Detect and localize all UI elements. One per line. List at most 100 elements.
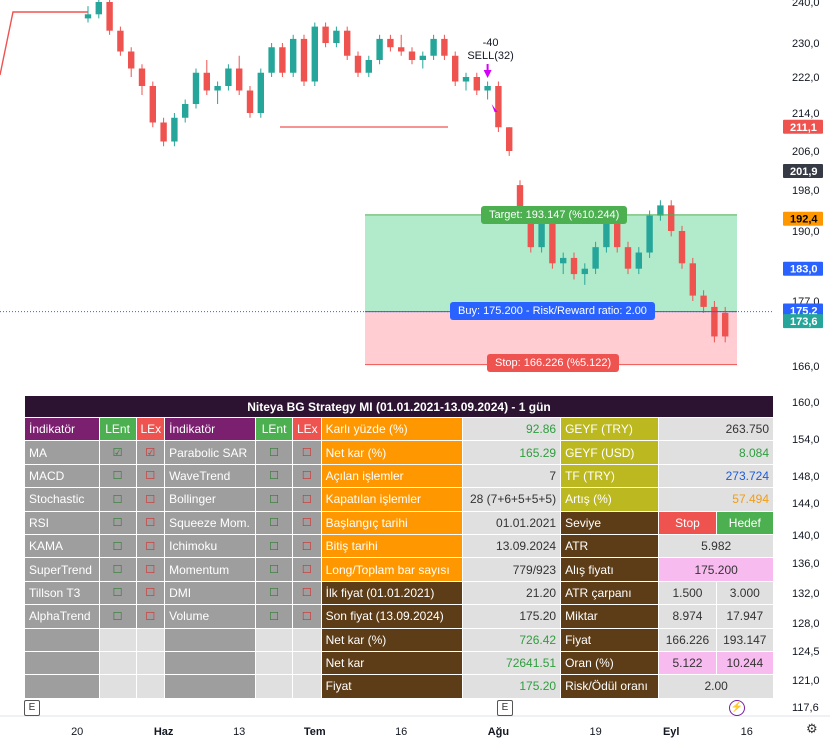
stat-label: Başlangıç tarihi	[321, 511, 462, 534]
stop-label: Stop: 166.226 (%5.122)	[487, 353, 620, 372]
checkbox[interactable]: ☐	[99, 581, 136, 605]
checkbox[interactable]: ☐	[136, 488, 165, 511]
right-risk-value: 2.00	[659, 675, 773, 698]
e-icon[interactable]: E	[497, 700, 513, 716]
checkbox[interactable]: ☐	[256, 581, 292, 605]
candle	[257, 68, 264, 118]
y-tick-label: 117,6	[792, 702, 819, 714]
candle	[624, 241, 632, 275]
indicator-name: Stochastic	[25, 488, 99, 511]
indicator-name: MA	[25, 441, 99, 464]
checkbox[interactable]: ☐	[293, 558, 321, 581]
e-icon[interactable]: E	[24, 700, 40, 716]
right-atr_carpani-label: ATR çarpanı	[561, 581, 659, 605]
indicator-name: Bollinger	[165, 488, 256, 511]
sell-delta: -40	[483, 37, 499, 49]
checkbox[interactable]: ☐	[293, 464, 321, 488]
stat-label: Bitiş tarihi	[321, 534, 462, 558]
checkbox[interactable]: ☐	[293, 534, 321, 558]
y-tick-label: 222,0	[792, 72, 820, 84]
y-tick-label: 160,0	[792, 397, 820, 409]
y-tick-label: 148,0	[792, 471, 820, 483]
y-tick-label: 214,0	[792, 108, 820, 120]
checkbox[interactable]: ☐	[99, 605, 136, 628]
right-oran-hedef: 10.244	[716, 651, 773, 675]
checkbox[interactable]: ☐	[256, 605, 292, 628]
geyf-try-value: 263.750	[659, 418, 773, 441]
checkbox[interactable]: ☐	[256, 464, 292, 488]
checkbox[interactable]: ☐	[256, 511, 292, 534]
empty-cell	[256, 651, 292, 675]
stat-value: 779/923	[462, 558, 561, 581]
indicator-name: SuperTrend	[25, 558, 99, 581]
bolt-icon[interactable]: ⚡	[729, 700, 745, 716]
checkbox[interactable]: ☐	[256, 534, 292, 558]
table-title: Niteya BG Strategy MI (01.01.2021-13.09.…	[25, 396, 773, 417]
indicator-name: Parabolic SAR	[165, 441, 256, 464]
indicator-name: WaveTrend	[165, 464, 256, 488]
checkbox[interactable]: ☐	[136, 581, 165, 605]
candle	[290, 34, 297, 77]
candle	[711, 301, 718, 343]
stat-value: 165.29	[462, 441, 561, 464]
sell-arrow-icon	[483, 64, 492, 78]
candle	[441, 34, 448, 60]
checkbox[interactable]: ☐	[256, 488, 292, 511]
header-lex: LEx	[136, 418, 165, 441]
checkbox[interactable]: ☐	[99, 558, 136, 581]
gear-icon[interactable]: ⚙	[806, 722, 818, 737]
right-tf_try-value: 273.724	[659, 464, 773, 488]
y-tick-label: 198,0	[792, 185, 820, 197]
candle	[106, 0, 113, 35]
trend-line	[0, 11, 88, 76]
indicator-name: Momentum	[165, 558, 256, 581]
checkbox[interactable]: ☑	[99, 441, 136, 464]
stat-value: 175.20	[462, 605, 561, 628]
sell-label: SELL(32)	[467, 50, 513, 62]
candle	[408, 47, 416, 65]
checkbox[interactable]: ☐	[136, 464, 165, 488]
checkbox[interactable]: ☐	[256, 441, 292, 464]
target-label: Target: 193.147 (%10.244)	[481, 205, 628, 224]
checkbox[interactable]: ☐	[293, 488, 321, 511]
right-seviye-label: Seviye	[561, 511, 659, 534]
geyf-try-label: GEYF (TRY)	[561, 418, 659, 441]
price-tag: 183,0	[783, 261, 823, 276]
checkbox[interactable]: ☐	[136, 511, 165, 534]
right-geyf_usd-value: 8.084	[659, 441, 773, 464]
empty-cell	[25, 651, 99, 675]
checkbox[interactable]: ☐	[136, 605, 165, 628]
stat-value: 92.86	[462, 418, 561, 441]
stat-value: 175.20	[462, 675, 561, 698]
checkbox[interactable]: ☐	[99, 511, 136, 534]
x-tick-label: Ağu	[488, 726, 509, 738]
checkbox[interactable]: ☐	[293, 511, 321, 534]
empty-cell	[136, 651, 165, 675]
candle	[160, 117, 167, 147]
checkbox[interactable]: ☐	[293, 605, 321, 628]
checkbox[interactable]: ☐	[99, 488, 136, 511]
checkbox[interactable]: ☐	[293, 581, 321, 605]
empty-cell	[99, 628, 136, 651]
candle	[246, 86, 254, 118]
checkbox[interactable]: ☐	[256, 558, 292, 581]
x-tick-label: 16	[395, 726, 407, 738]
checkbox[interactable]: ☐	[99, 464, 136, 488]
svg-text:211,1: 211,1	[790, 122, 817, 134]
x-tick-label: 13	[233, 726, 245, 738]
checkbox[interactable]: ☐	[136, 534, 165, 558]
right-atr_carpani-hedef: 3.000	[716, 581, 773, 605]
candle	[149, 81, 156, 128]
stat-value: 7	[462, 464, 561, 488]
checkbox[interactable]: ☑	[136, 441, 165, 464]
candle	[592, 241, 599, 275]
checkbox[interactable]: ☐	[293, 441, 321, 464]
y-tick-label: 128,0	[792, 618, 820, 630]
stat-value: 21.20	[462, 581, 561, 605]
empty-cell	[293, 628, 321, 651]
checkbox[interactable]: ☐	[99, 534, 136, 558]
checkbox[interactable]: ☐	[136, 558, 165, 581]
y-axis: 240,0230,0222,0214,0206,0198,0190,0177,0…	[773, 0, 830, 716]
right-atr-value: 5.982	[659, 534, 773, 558]
